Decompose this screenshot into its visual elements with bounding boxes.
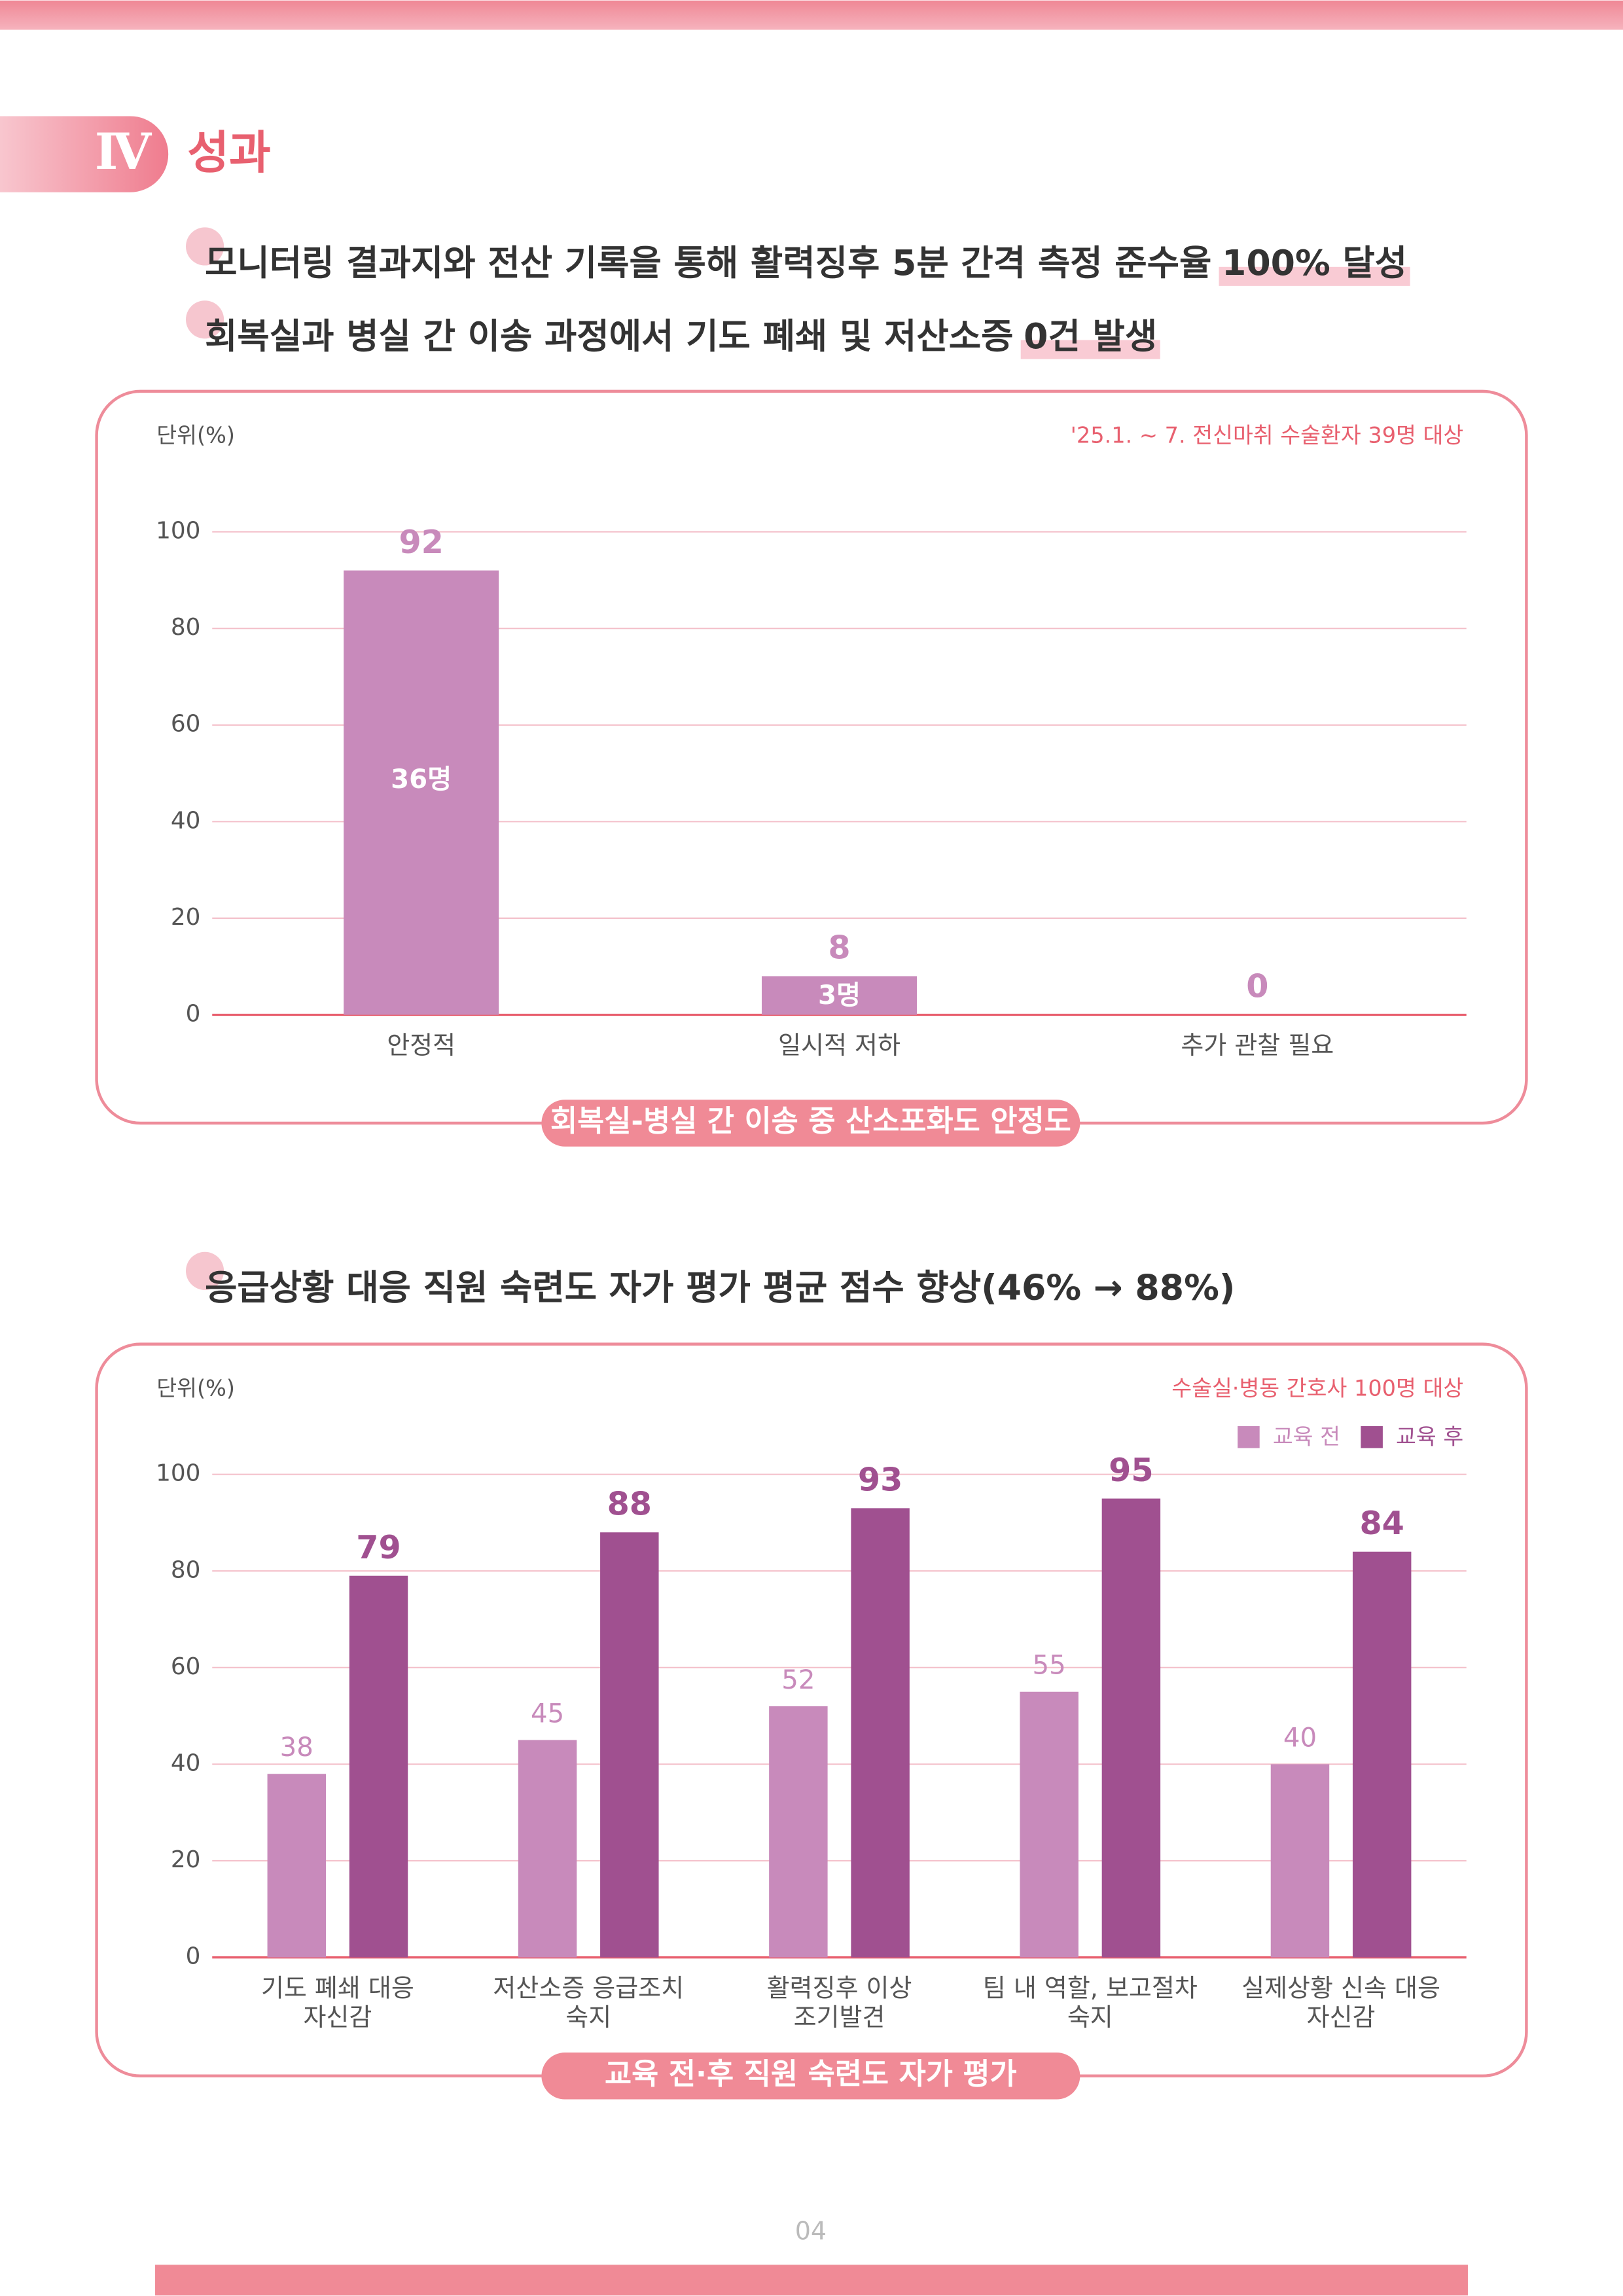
bottom-bar [155,2265,1468,2296]
bullet-text: 모니터링 결과지와 전산 기록을 통해 활력징후 5분 간격 측정 준수율 [205,242,1211,283]
bullet-dot [186,227,224,266]
legend-swatch [1361,1426,1383,1448]
unit-label: 단위(%) [156,423,235,448]
x-tick-label: 자신감 [303,2003,372,2032]
x-tick-label: 실제상황 신속 대응 [1241,1973,1440,2002]
bar [344,570,499,1015]
value-label: 38 [280,1732,313,1763]
bar [600,1532,659,1958]
section-title: 성과 [187,127,271,179]
y-tick-label: 80 [171,1556,201,1583]
y-tick-label: 100 [156,518,200,545]
bar [1352,1551,1412,1958]
x-tick-label: 조기발견 [794,2003,885,2032]
bullet-text: 응급상황 대응 직원 숙련도 자가 평가 평균 점수 향상(46% → 88%) [205,1267,1235,1308]
y-tick-label: 100 [156,1460,200,1487]
highlight-marker [1219,266,1410,286]
x-tick-label: 팀 내 역할, 보고절차 [983,1973,1198,2002]
bar [518,1740,577,1958]
bar [267,1774,327,1958]
bar [1270,1764,1330,1958]
x-tick-label: 기도 폐쇄 대응 [261,1973,414,2002]
highlight-marker [1020,340,1160,359]
value-label: 84 [1359,1504,1404,1542]
value-label: 0 [1246,967,1268,1005]
bar [851,1508,910,1958]
bar [761,976,918,1015]
section-badge [0,116,169,192]
x-tick-label: 일시적 저하 [778,1031,901,1060]
value-label: 88 [607,1484,652,1522]
x-tick-label: 숙지 [1067,2003,1113,2032]
bar [349,1575,408,1958]
bullet-highlight: 0건 발생 [1024,315,1157,357]
bullet-highlight: 100% 달성 [1222,242,1407,283]
value-label: 8 [828,929,850,967]
bar [1101,1498,1161,1958]
y-tick-label: 40 [171,1749,201,1776]
bullet-dot [186,1251,224,1290]
value-label: 45 [531,1699,564,1729]
y-tick-label: 20 [171,1846,201,1873]
chart-note: '25.1. ~ 7. 전신마취 수술환자 39명 대상 [1071,423,1464,448]
bar [769,1706,828,1958]
chart-note: 수술실·병동 간호사 100명 대상 [1171,1375,1463,1401]
value-label: 92 [399,523,443,561]
legend-label: 교육 후 [1396,1424,1463,1449]
legend-label: 교육 전 [1273,1424,1340,1449]
page-number: 04 [795,2217,827,2246]
count-label: 3명 [818,980,861,1011]
chart-caption-pill [541,1100,1080,1147]
value-label: 93 [858,1461,902,1499]
bullet-dot [186,300,224,339]
x-tick-label: 자신감 [1307,2003,1376,2032]
value-label: 40 [1283,1723,1317,1753]
bar [1020,1691,1079,1958]
chart-caption: 교육 전·후 직원 숙련도 자가 평가 [605,2056,1017,2091]
value-label: 52 [781,1665,815,1695]
legend-swatch [1238,1426,1260,1448]
chart-caption-pill [541,2053,1080,2100]
y-tick-label: 0 [186,1943,201,1970]
x-tick-label: 추가 관찰 필요 [1181,1031,1334,1060]
chart-caption: 회복실-병실 간 이송 중 산소포화도 안정도 [550,1103,1071,1138]
count-label: 36명 [391,764,452,795]
y-tick-label: 60 [171,1653,201,1680]
value-label: 55 [1033,1651,1066,1681]
y-tick-label: 0 [186,1001,201,1028]
section-number: Ⅳ [95,122,152,181]
x-tick-label: 활력징후 이상 [767,1973,912,2002]
y-tick-label: 60 [171,711,201,738]
x-tick-label: 안정적 [387,1031,455,1060]
y-tick-label: 40 [171,807,201,834]
value-label: 79 [356,1528,401,1566]
y-tick-label: 20 [171,904,201,931]
value-label: 95 [1109,1451,1153,1489]
x-tick-label: 저산소증 응급조치 [493,1973,684,2002]
x-tick-label: 숙지 [565,2003,611,2032]
y-tick-label: 80 [171,614,201,641]
top-bar [0,0,1623,30]
unit-label: 단위(%) [156,1375,235,1401]
bullet-text: 회복실과 병실 간 이송 과정에서 기도 폐쇄 및 저산소증 [205,315,1013,357]
